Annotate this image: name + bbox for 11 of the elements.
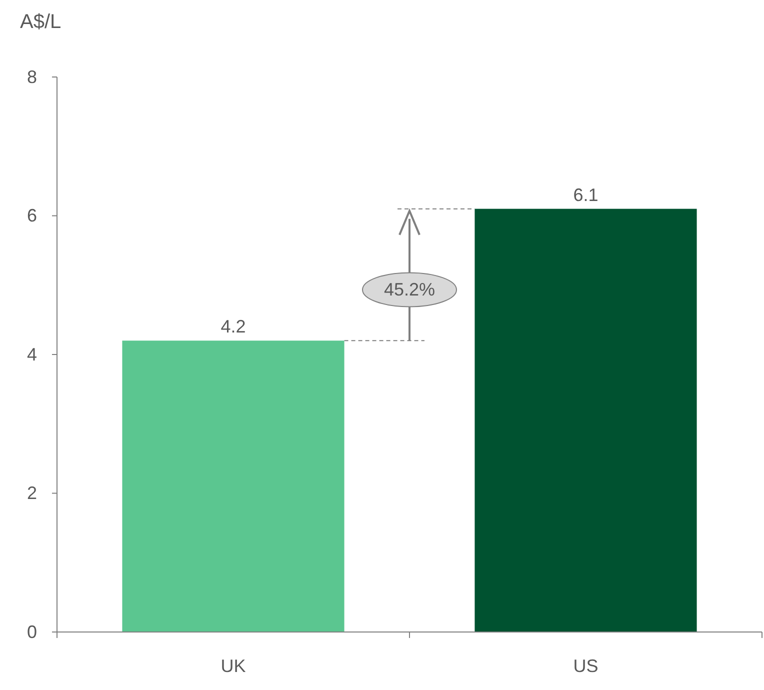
data-label: 4.2 xyxy=(220,316,246,337)
annotation: 45.2% xyxy=(384,280,436,300)
x-tick-label: UK xyxy=(220,656,246,676)
x-tick-label: US xyxy=(573,656,598,676)
y-tick-label: 0 xyxy=(26,622,37,642)
data-label: 6.1 xyxy=(573,184,598,205)
y-axis-title: A$/L xyxy=(20,11,62,33)
y-tick-label: 6 xyxy=(26,206,37,226)
y-tick-label: 8 xyxy=(26,66,37,87)
y-tick-label: 4 xyxy=(26,344,37,364)
y-tick-label: 2 xyxy=(26,483,37,504)
